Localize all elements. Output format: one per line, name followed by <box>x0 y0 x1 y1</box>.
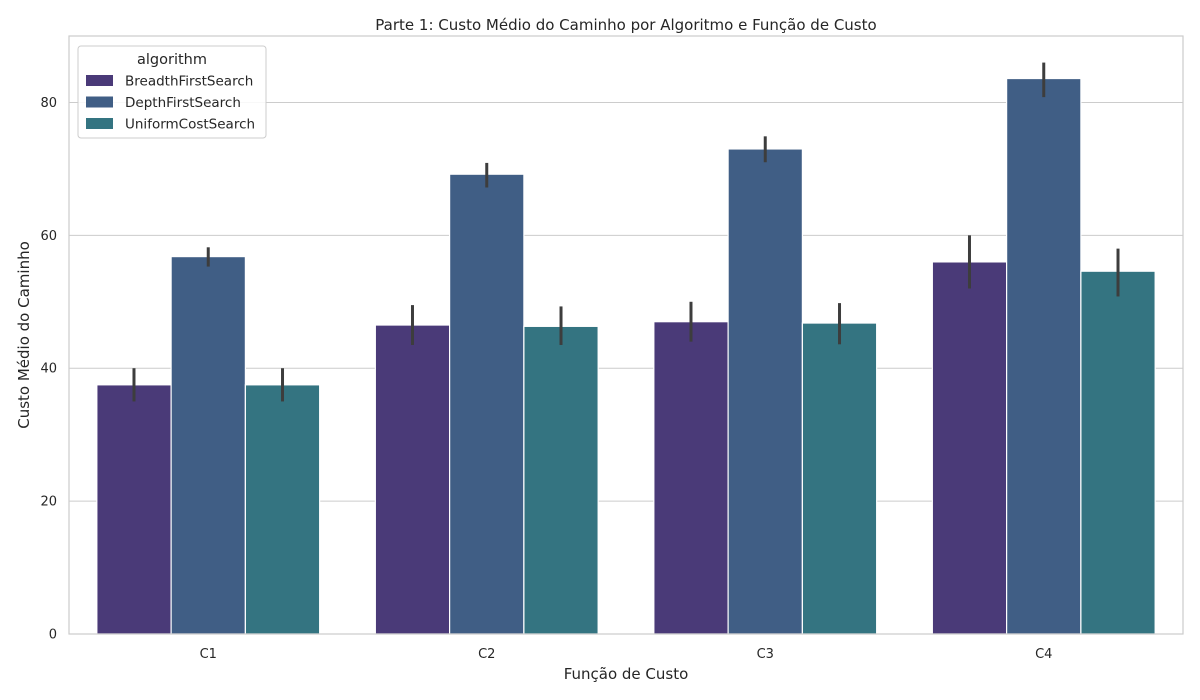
bars <box>96 77 1156 635</box>
legend: algorithm BreadthFirstSearch DepthFirstSe… <box>77 45 267 139</box>
bar-C4-DepthFirstSearch <box>1006 77 1082 635</box>
bar-C4-UniformCostSearch <box>1080 270 1156 635</box>
bar-C1-UniformCostSearch <box>244 384 321 635</box>
x-tick-labels: C1 C2 C3 C4 <box>200 647 1053 662</box>
plot-frame <box>68 35 1184 635</box>
legend-label-UniformCostSearch: UniformCostSearch <box>125 117 255 133</box>
y-tick-label: 0 <box>49 628 57 643</box>
x-tick-label: C4 <box>1035 647 1052 662</box>
bar-C2-BreadthFirstSearch <box>374 324 451 635</box>
legend-label-DepthFirstSearch: DepthFirstSearch <box>125 95 241 111</box>
y-tick-label: 20 <box>40 495 57 510</box>
x-tick-label: C2 <box>478 647 495 662</box>
bar-C1-BreadthFirstSearch <box>96 384 172 635</box>
x-tick-label: C1 <box>200 647 217 662</box>
x-axis-label: Função de Custo <box>564 665 689 683</box>
bar-C3-DepthFirstSearch <box>727 148 803 635</box>
legend-swatch-DepthFirstSearch <box>86 96 113 108</box>
y-axis-label: Custo Médio do Caminho <box>15 241 33 429</box>
x-tick-label: C3 <box>757 647 774 662</box>
legend-title: algorithm <box>137 52 207 68</box>
chart-title: Parte 1: Custo Médio do Caminho por Algo… <box>375 16 876 34</box>
y-tick-label: 40 <box>40 362 57 377</box>
error-bars <box>132 62 1120 402</box>
y-tick-label: 80 <box>40 96 57 111</box>
bar-C1-DepthFirstSearch <box>170 255 246 635</box>
legend-frame <box>77 45 267 139</box>
y-tick-labels: 0 20 40 60 80 <box>40 96 57 643</box>
bar-C3-UniformCostSearch <box>801 322 878 635</box>
legend-swatch-BreadthFirstSearch <box>86 75 113 86</box>
legend-swatch-UniformCostSearch <box>86 118 113 129</box>
bar-C2-UniformCostSearch <box>523 325 599 635</box>
y-tick-label: 60 <box>40 229 57 244</box>
bar-C3-BreadthFirstSearch <box>653 321 729 635</box>
bar-C4-BreadthFirstSearch <box>931 261 1008 635</box>
legend-label-BreadthFirstSearch: BreadthFirstSearch <box>125 74 253 90</box>
bar-C2-DepthFirstSearch <box>449 173 525 635</box>
